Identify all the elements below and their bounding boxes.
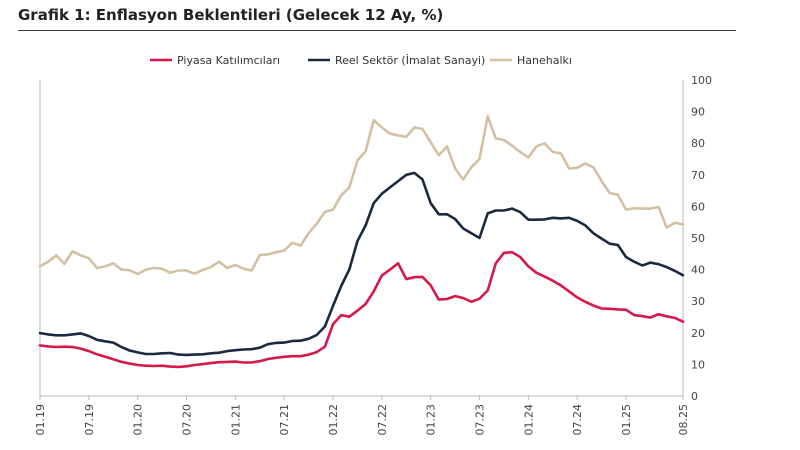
legend-label: Hanehalkı	[517, 54, 572, 67]
series-line-3	[38, 115, 685, 276]
y-axis: 0 10 20 30 40 50 60 70 80 90 100	[691, 74, 712, 403]
legend-label: Piyasa Katılımcıları	[177, 54, 280, 67]
y-tick-label: 100	[691, 74, 712, 87]
x-tick-label: 07.19	[83, 404, 96, 436]
plot-frame	[39, 80, 684, 397]
x-tick-label: 07.23	[474, 404, 487, 436]
x-tick-label: 07.24	[571, 404, 584, 436]
y-tick-label: 20	[691, 327, 705, 340]
series-layer	[38, 115, 685, 369]
x-tick-label: 07.21	[278, 404, 291, 436]
x-tick-label: 07.20	[181, 404, 194, 436]
x-tick-label: 01.22	[327, 404, 340, 436]
y-tick-label: 60	[691, 200, 705, 213]
x-tick-label: 01.21	[229, 404, 242, 436]
y-tick-label: 50	[691, 232, 705, 245]
x-tick-label: 01.24	[522, 404, 535, 436]
chart-title: Grafik 1: Enflasyon Beklentileri (Gelece…	[18, 6, 444, 24]
y-tick-label: 40	[691, 264, 705, 277]
legend-label: Reel Sektör (İmalat Sanayi)	[335, 54, 485, 67]
x-tick-label: 01.23	[425, 404, 438, 436]
y-tick-label: 30	[691, 295, 705, 308]
legend: Piyasa Katılımcıları Reel Sektör (İmalat …	[150, 54, 572, 67]
series-line-2	[38, 171, 685, 357]
x-tick-label: 01.20	[132, 404, 145, 436]
x-tick-label: 07.22	[376, 404, 389, 436]
x-axis: 01.19 07.19 01.20 07.20 01.21 07.21 01.22 07.22…	[34, 396, 690, 436]
x-tick-label: 08.25	[677, 404, 690, 436]
y-tick-label: 90	[691, 106, 705, 119]
y-tick-label: 80	[691, 137, 705, 150]
series-line-1	[38, 250, 685, 369]
y-tick-label: 70	[691, 169, 705, 182]
y-tick-label: 0	[691, 390, 698, 403]
title-divider	[18, 30, 736, 31]
x-tick-label: 01.25	[620, 404, 633, 436]
x-tick-label: 01.19	[34, 404, 47, 436]
y-tick-label: 10	[691, 358, 705, 371]
